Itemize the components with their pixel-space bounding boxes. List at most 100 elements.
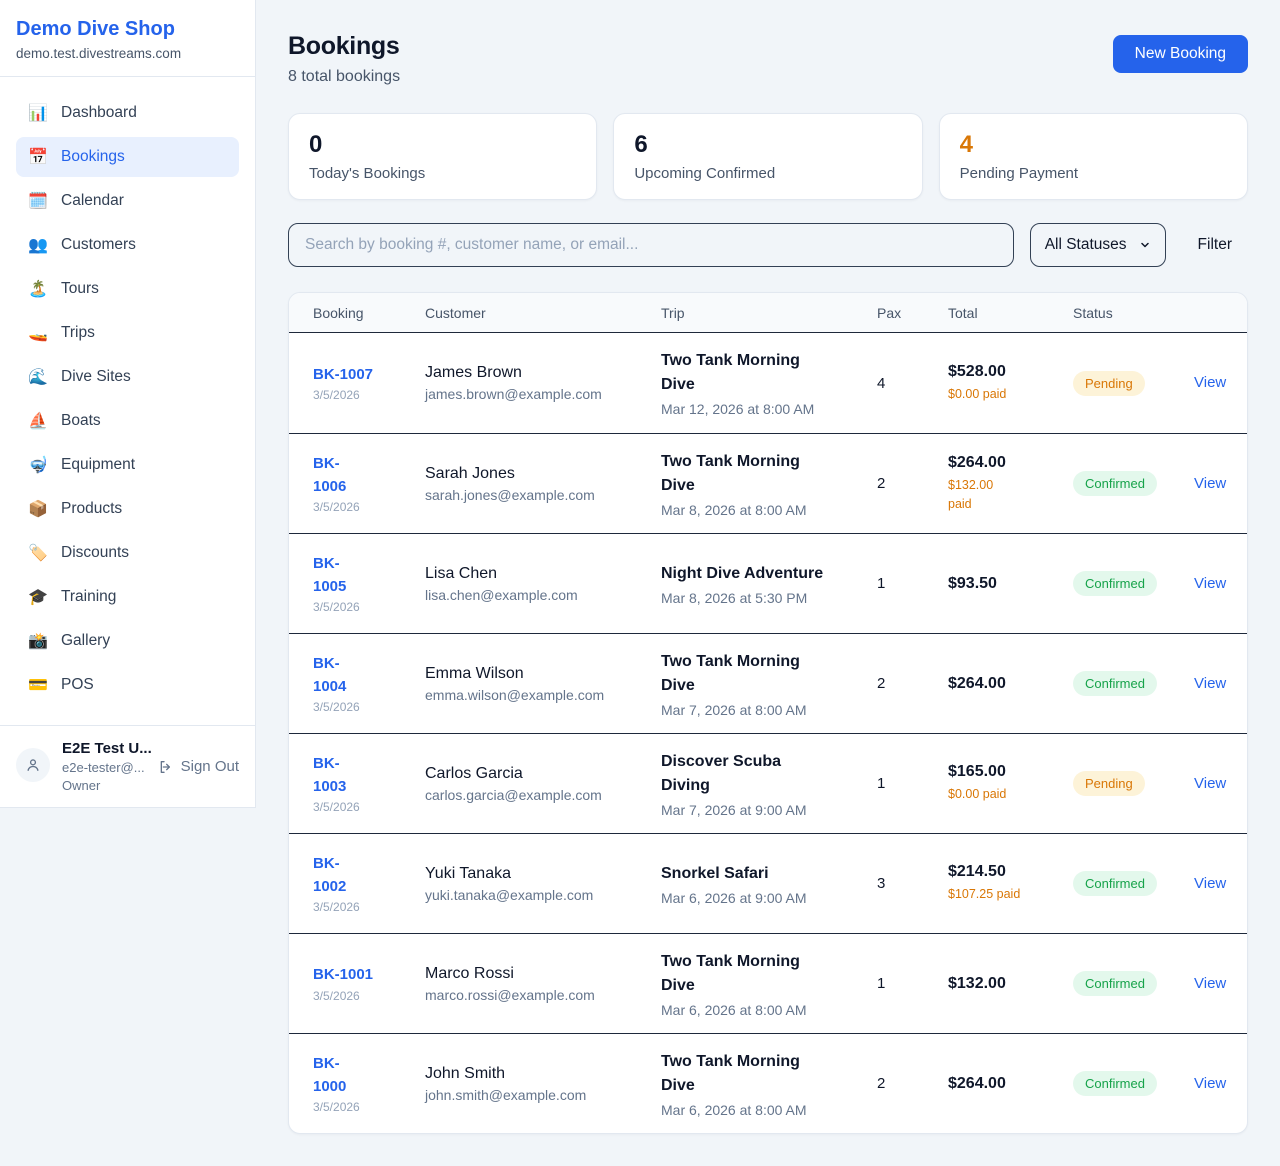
brand-domain: demo.test.divestreams.com — [16, 46, 182, 61]
sidebar-item-equipment[interactable]: 🤿 Equipment — [16, 445, 239, 485]
paid-amount: $132.00 paid — [948, 478, 994, 511]
pax-value: 1 — [877, 975, 886, 992]
customer-name: Lisa Chen — [425, 564, 498, 582]
stat-label: Upcoming Confirmed — [634, 165, 776, 182]
status-badge: Confirmed — [1073, 471, 1157, 496]
user-info: E2E Test U... e2e-tester@... Owner — [62, 740, 158, 793]
trip-time: Mar 12, 2026 at 8:00 AM — [661, 401, 815, 417]
column-header-status: Status — [1073, 304, 1113, 321]
pax-value: 2 — [877, 475, 886, 492]
view-link[interactable]: View — [1194, 974, 1227, 992]
column-header-booking: Booking — [313, 304, 364, 321]
sidebar-item-discounts[interactable]: 🏷️ Discounts — [16, 533, 239, 573]
sidebar-item-boats[interactable]: ⛵ Boats — [16, 401, 239, 441]
trip-time: Mar 8, 2026 at 5:30 PM — [661, 589, 808, 606]
sidebar-item-label: Tours — [61, 280, 99, 297]
sidebar-item-tours[interactable]: 🏝️ Tours — [16, 269, 239, 309]
view-link[interactable]: View — [1194, 774, 1227, 792]
wave-icon: 🌊 — [28, 369, 48, 386]
trip-name: Two Tank Morning Dive — [661, 652, 800, 694]
user-role: Owner — [62, 778, 101, 793]
main-content: Bookings 8 total bookings New Booking 0 … — [256, 0, 1280, 1166]
brand-title[interactable]: Demo Dive Shop — [16, 18, 175, 40]
sign-out-button[interactable]: Sign Out — [158, 758, 239, 775]
spiral-calendar-icon: 🗓️ — [28, 193, 48, 210]
booking-id-link[interactable]: BK- 1003 — [313, 755, 347, 795]
calendar-icon: 📅 — [28, 149, 48, 166]
trip-name: Two Tank Morning Dive — [661, 352, 800, 393]
sidebar-item-label: Dashboard — [61, 104, 137, 121]
sidebar-item-pos[interactable]: 💳 POS — [16, 665, 239, 705]
booking-id-link[interactable]: BK- 1006 — [313, 455, 347, 495]
new-booking-button[interactable]: New Booking — [1112, 35, 1248, 73]
sidebar-item-customers[interactable]: 👥 Customers — [16, 225, 239, 265]
booking-id-link[interactable]: BK- 1002 — [313, 855, 347, 895]
view-link[interactable]: View — [1194, 1074, 1227, 1092]
trip-time: Mar 6, 2026 at 8:00 AM — [661, 1101, 807, 1118]
table-body: BK-1007 3/5/2026 James Brown james.brown… — [289, 333, 1247, 1133]
view-link[interactable]: View — [1194, 874, 1227, 892]
sidebar-item-trips[interactable]: 🚤 Trips — [16, 313, 239, 353]
view-link[interactable]: View — [1194, 674, 1227, 692]
trip-time: Mar 7, 2026 at 8:00 AM — [661, 701, 807, 718]
sidebar-item-bookings[interactable]: 📅 Bookings — [16, 137, 239, 177]
island-icon: 🏝️ — [28, 281, 48, 298]
sidebar-item-dashboard[interactable]: 📊 Dashboard — [16, 93, 239, 133]
pax-value: 1 — [877, 775, 886, 792]
filter-button[interactable]: Filter — [1182, 236, 1248, 254]
customer-email: sarah.jones@example.com — [425, 486, 595, 503]
speedboat-icon: 🚤 — [28, 325, 48, 342]
table-row: BK-1001 3/5/2026 Marco Rossi marco.rossi… — [289, 933, 1247, 1033]
sidebar-item-label: Dive Sites — [61, 368, 131, 385]
booking-date: 3/5/2026 — [313, 900, 360, 914]
stat-label: Today's Bookings — [309, 165, 426, 182]
booking-date: 3/5/2026 — [313, 388, 360, 403]
status-badge: Pending — [1073, 370, 1145, 396]
table-row: BK- 1000 3/5/2026 John Smith john.smith@… — [289, 1033, 1247, 1133]
table-row: BK- 1004 3/5/2026 Emma Wilson emma.wilso… — [289, 633, 1247, 733]
sidebar-item-gallery[interactable]: 📸 Gallery — [16, 621, 239, 661]
trip-time: Mar 6, 2026 at 9:00 AM — [661, 889, 807, 906]
status-select[interactable]: All Statuses — [1029, 223, 1166, 267]
status-badge: Confirmed — [1073, 1071, 1157, 1096]
total-amount: $528.00 — [948, 362, 1006, 380]
graduation-cap-icon: 🎓 — [28, 589, 48, 606]
search-input[interactable] — [288, 223, 1014, 267]
booking-date: 3/5/2026 — [313, 600, 360, 614]
booking-id-link[interactable]: BK- 1000 — [313, 1055, 347, 1095]
pax-value: 1 — [877, 575, 886, 592]
view-link[interactable]: View — [1194, 574, 1227, 592]
status-badge: Confirmed — [1073, 571, 1157, 596]
total-amount: $165.00 — [948, 763, 1006, 781]
bar-chart-icon: 📊 — [28, 105, 48, 122]
trip-time: Mar 8, 2026 at 8:00 AM — [661, 501, 807, 518]
stat-card: 4 Pending Payment — [938, 113, 1248, 200]
booking-id-link[interactable]: BK-1001 — [313, 966, 374, 984]
customer-name: Yuki Tanaka — [425, 864, 511, 882]
sidebar: Demo Dive Shop demo.test.divestreams.com… — [0, 0, 256, 808]
tag-icon: 🏷️ — [28, 545, 48, 562]
chevron-down-icon — [1140, 242, 1149, 248]
total-amount: $264.00 — [948, 454, 1006, 472]
view-link[interactable]: View — [1194, 374, 1227, 391]
page-subtitle: 8 total bookings — [288, 68, 401, 85]
view-link[interactable]: View — [1194, 474, 1227, 492]
booking-id-link[interactable]: BK-1007 — [313, 365, 374, 383]
stat-value: 6 — [634, 131, 648, 158]
sidebar-item-calendar[interactable]: 🗓️ Calendar — [16, 181, 239, 221]
booking-id-link[interactable]: BK- 1004 — [313, 655, 347, 695]
page-header: Bookings 8 total bookings New Booking — [288, 32, 1248, 86]
customer-email: emma.wilson@example.com — [425, 686, 605, 703]
sidebar-item-dive-sites[interactable]: 🌊 Dive Sites — [16, 357, 239, 397]
trip-name: Night Dive Adventure — [661, 564, 824, 582]
customer-name: Marco Rossi — [425, 964, 514, 982]
trip-time: Mar 7, 2026 at 9:00 AM — [661, 801, 807, 818]
package-icon: 📦 — [28, 501, 48, 518]
sidebar-item-products[interactable]: 📦 Products — [16, 489, 239, 529]
trip-name: Two Tank Morning Dive — [661, 1052, 800, 1094]
user-name: E2E Test U... — [62, 740, 152, 757]
sidebar-item-training[interactable]: 🎓 Training — [16, 577, 239, 617]
booking-id-link[interactable]: BK- 1005 — [313, 555, 347, 595]
total-amount: $93.50 — [948, 574, 997, 592]
booking-date: 3/5/2026 — [313, 500, 360, 514]
